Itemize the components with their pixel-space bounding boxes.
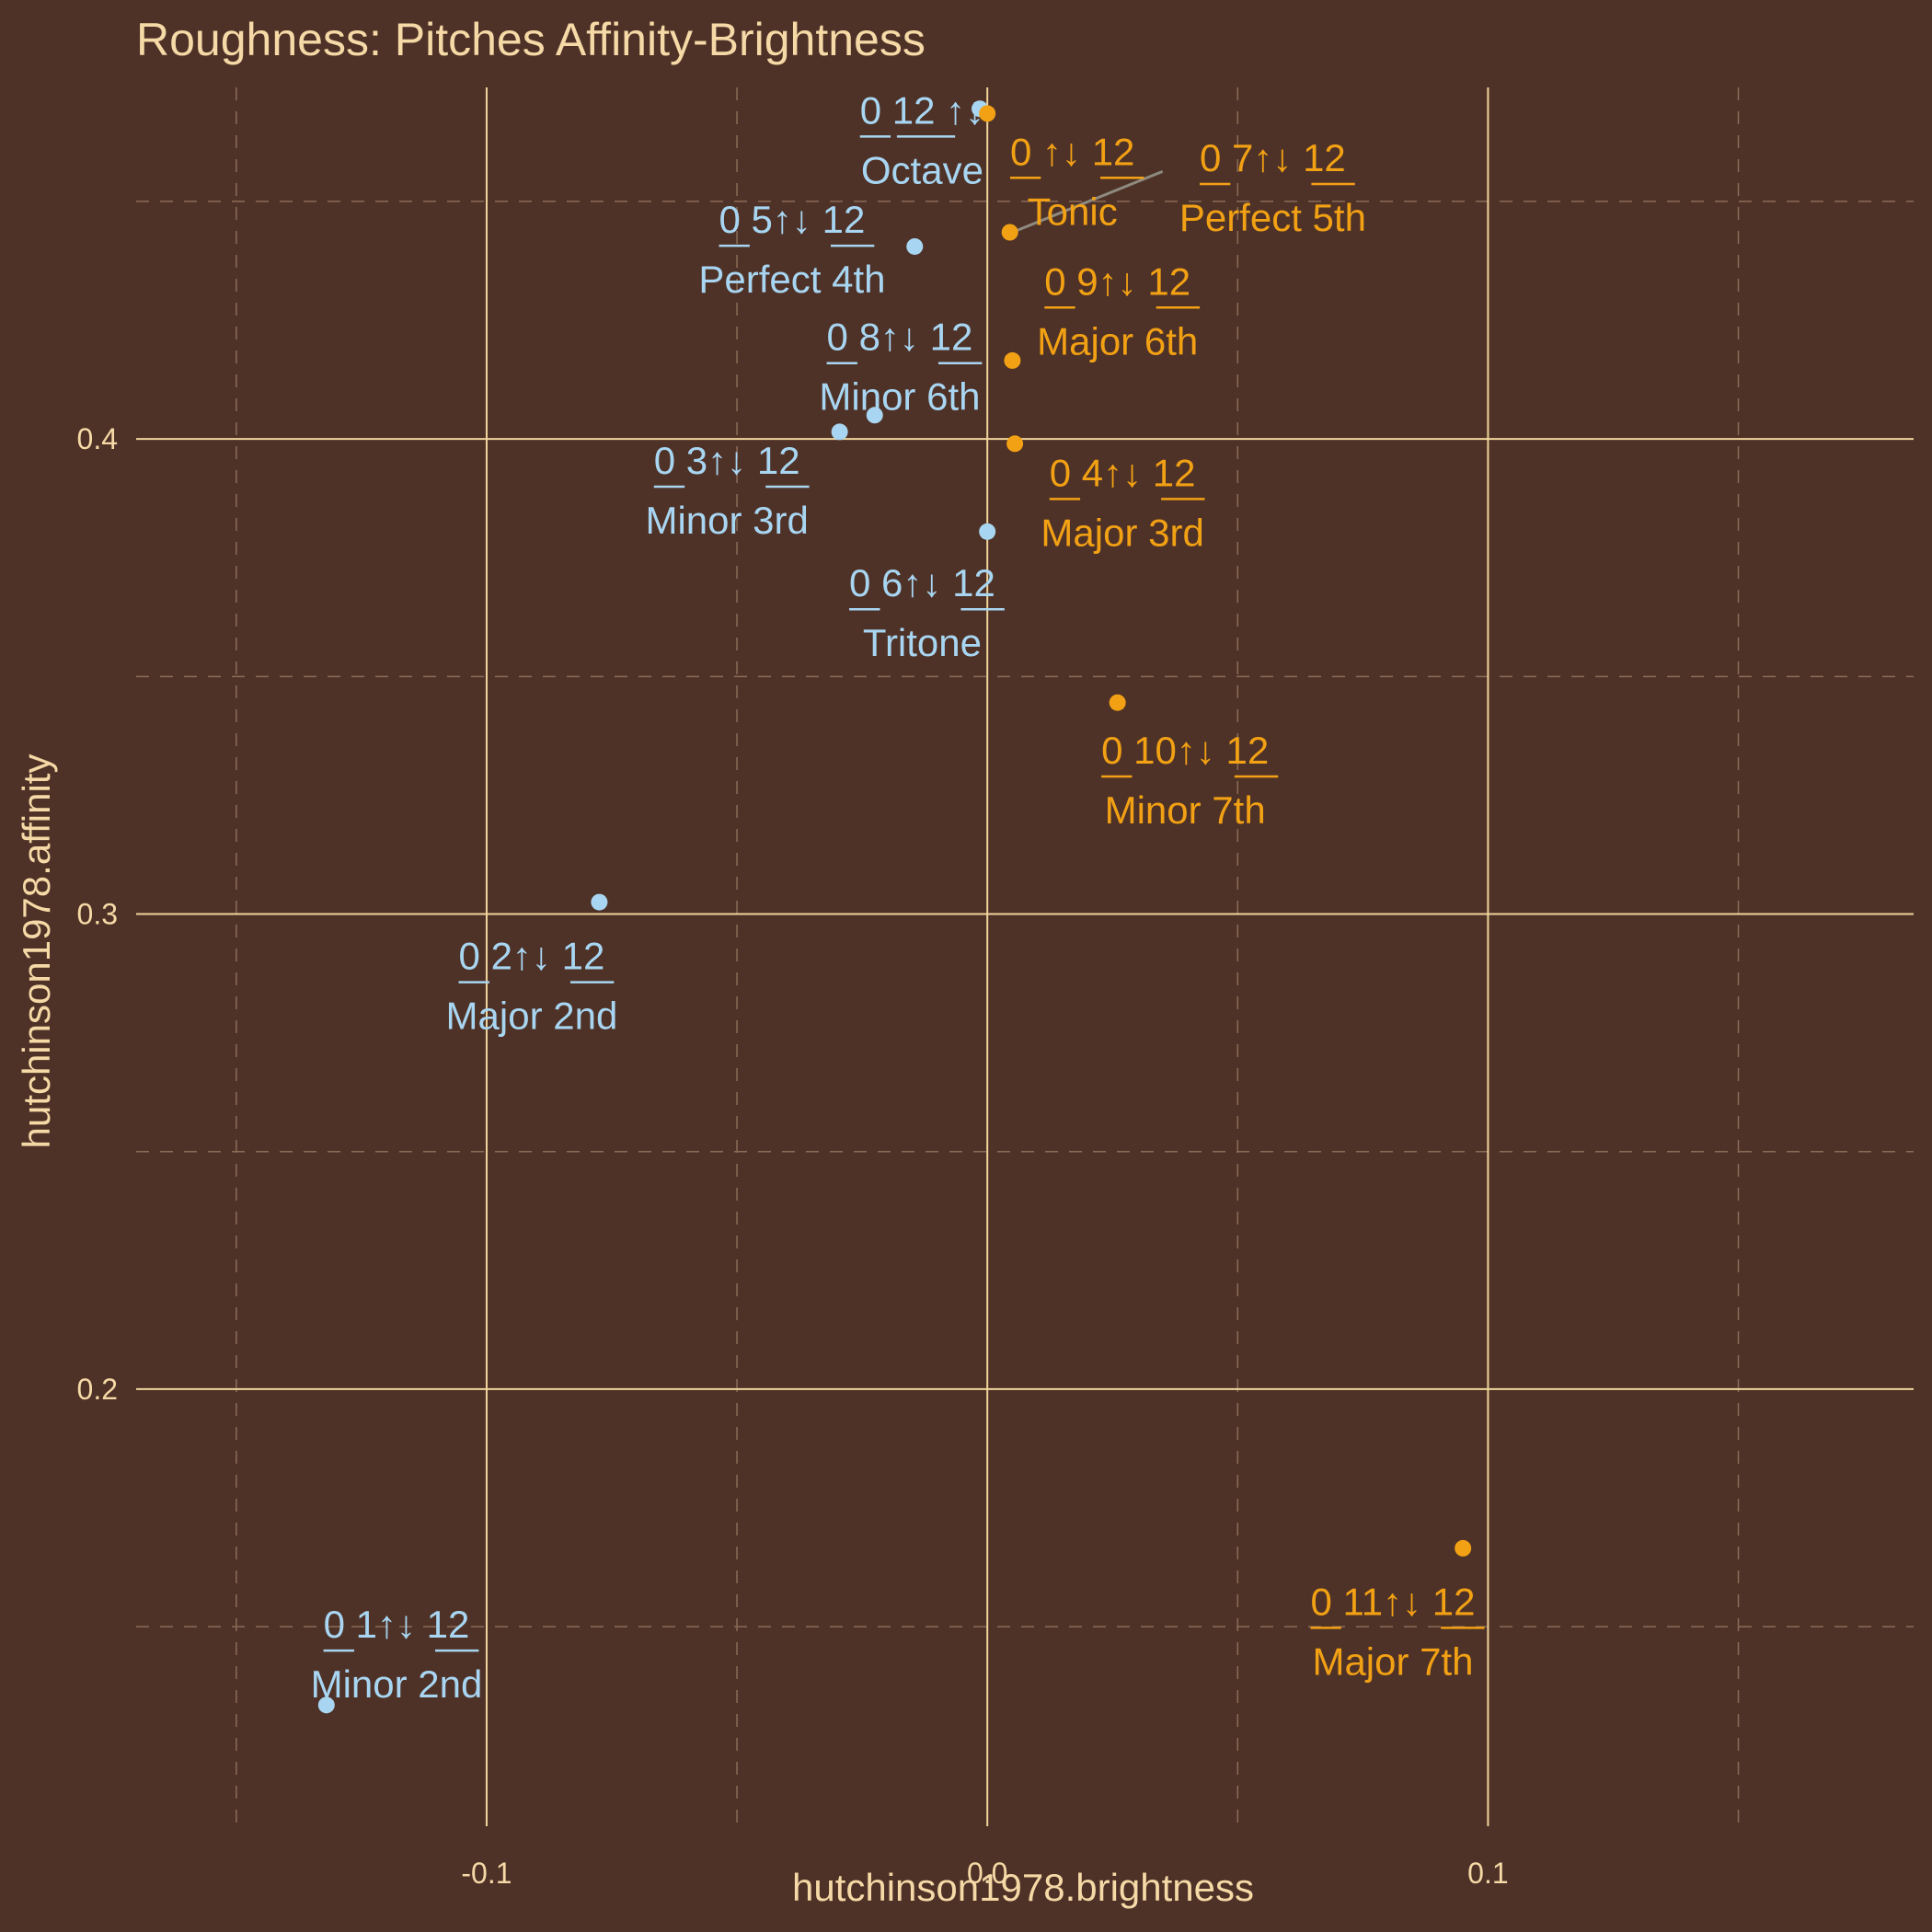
pitch-code-label: 0 9↑↓ 12 xyxy=(1044,259,1190,303)
pitch-code-label: 0 12 ↑↓ xyxy=(860,88,984,132)
data-point xyxy=(591,893,608,911)
data-point xyxy=(1455,1539,1472,1557)
data-point xyxy=(1004,351,1021,369)
data-point xyxy=(979,523,996,540)
data-point xyxy=(979,105,996,122)
data-point xyxy=(831,423,848,441)
label-connector xyxy=(1011,170,1164,234)
x-tick-label: 0.1 xyxy=(1467,1857,1508,1890)
point-label: 0 11↑↓ 12 Major 7th xyxy=(1310,1580,1485,1683)
chart-title: Roughness: Pitches Affinity-Brightness xyxy=(136,14,926,65)
pitch-code-label: 0 2↑↓ 12 xyxy=(459,935,605,978)
x-axis-title: hutchinson1978.brightness xyxy=(792,1866,1254,1909)
interval-name-label: Perfect 4th xyxy=(698,258,885,301)
interval-name-label: Major 6th xyxy=(1037,319,1198,362)
point-label: 0 9↑↓ 12 Major 6th xyxy=(1037,259,1201,362)
point-label: 0 4↑↓ 12 Major 3rd xyxy=(1041,451,1205,554)
interval-name-label: Minor 2nd xyxy=(311,1662,483,1706)
point-label: 0 1↑↓ 12 Minor 2nd xyxy=(311,1603,483,1706)
point-labels: 0 12 ↑↓ Octave 0 ↑↓ 12 Tonic 0 7↑↓ 12 Perfect… xyxy=(311,88,1485,1706)
interval-name-label: Major 2nd xyxy=(446,995,618,1038)
data-points xyxy=(317,100,1472,1714)
interval-name-label: Tritone xyxy=(863,621,982,664)
interval-name-label: Major 7th xyxy=(1312,1639,1473,1683)
pitch-code-label: 0 5↑↓ 12 xyxy=(719,198,866,241)
pitch-code-label: 0 7↑↓ 12 xyxy=(1200,136,1346,179)
interval-name-label: Minor 7th xyxy=(1105,788,1266,832)
pitch-code-label: 0 1↑↓ 12 xyxy=(324,1603,470,1646)
data-point xyxy=(317,1696,335,1714)
label-connectors xyxy=(1011,170,1164,234)
data-point xyxy=(866,407,883,424)
pitch-code-label: 0 10↑↓ 12 xyxy=(1101,729,1269,772)
point-label: 0 5↑↓ 12 Perfect 4th xyxy=(698,198,885,301)
pitch-code-label: 0 8↑↓ 12 xyxy=(827,316,973,359)
y-tick-label: 0.4 xyxy=(77,422,118,455)
point-label: 0 8↑↓ 12 Minor 6th xyxy=(819,316,983,419)
pitch-code-label: 0 ↑↓ 12 xyxy=(1010,130,1134,173)
grid xyxy=(136,87,1914,1826)
interval-name-label: Minor 3rd xyxy=(645,499,808,542)
pitch-code-label: 0 4↑↓ 12 xyxy=(1050,451,1196,494)
x-tick-label: 0.0 xyxy=(967,1857,1007,1890)
interval-name-label: Major 3rd xyxy=(1041,511,1203,554)
tick-labels: -0.1 0.0 0.1 0.2 0.3 0.4 xyxy=(77,422,1509,1890)
point-label: 0 2↑↓ 12 Major 2nd xyxy=(446,935,618,1038)
data-point xyxy=(1001,224,1018,241)
y-axis-title: hutchinson1978.affinity xyxy=(15,754,58,1149)
interval-name-label: Octave xyxy=(861,148,983,191)
data-point xyxy=(1006,435,1024,453)
point-label: 0 6↑↓ 12 Tritone xyxy=(849,561,1005,664)
interval-name-label: Minor 6th xyxy=(819,375,980,419)
point-label: 0 10↑↓ 12 Minor 7th xyxy=(1101,729,1279,832)
point-label: 0 7↑↓ 12 Perfect 5th xyxy=(1179,136,1366,239)
data-point xyxy=(906,237,924,255)
pitch-code-label: 0 3↑↓ 12 xyxy=(654,439,800,482)
y-tick-label: 0.2 xyxy=(77,1373,118,1406)
pitch-code-label: 0 11↑↓ 12 xyxy=(1310,1580,1475,1623)
interval-name-label: Tonic xyxy=(1028,190,1118,233)
pitch-code-label: 0 6↑↓ 12 xyxy=(849,561,995,604)
y-tick-label: 0.3 xyxy=(77,898,118,931)
interval-name-label: Perfect 5th xyxy=(1179,196,1366,239)
data-point xyxy=(1109,694,1126,711)
x-tick-label: -0.1 xyxy=(461,1857,512,1890)
point-label: 0 3↑↓ 12 Minor 3rd xyxy=(645,439,810,542)
point-label: 0 12 ↑↓ Octave xyxy=(859,88,984,191)
point-label: 0 ↑↓ 12 Tonic xyxy=(1009,130,1144,233)
